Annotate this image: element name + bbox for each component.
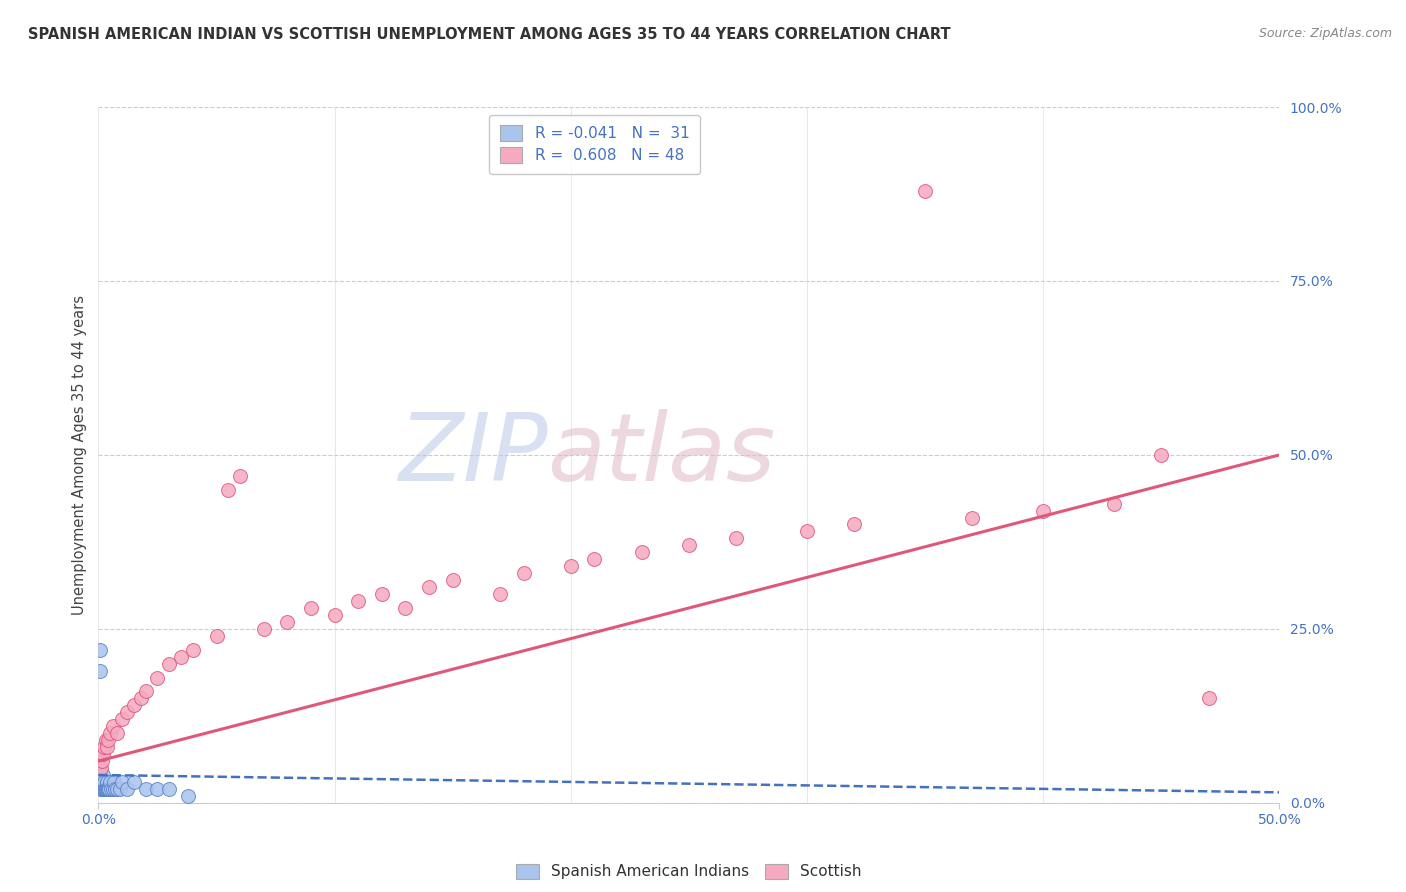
Point — [323, 607, 346, 622]
Point — [122, 698, 145, 713]
Point — [299, 601, 322, 615]
Point — [100, 781, 122, 796]
Point — [253, 622, 276, 636]
Point — [96, 775, 118, 789]
Point — [146, 671, 169, 685]
Point — [157, 781, 180, 796]
Point — [146, 781, 169, 796]
Point — [1032, 503, 1054, 517]
Point — [129, 691, 152, 706]
Point — [796, 524, 818, 539]
Point — [111, 775, 134, 789]
Point — [94, 781, 117, 796]
Point — [94, 733, 117, 747]
Point — [105, 781, 128, 796]
Point — [90, 781, 112, 796]
Point — [441, 573, 464, 587]
Point — [94, 781, 117, 796]
Point — [91, 775, 114, 789]
Point — [90, 761, 112, 775]
Point — [91, 754, 114, 768]
Point — [93, 781, 115, 796]
Text: Source: ZipAtlas.com: Source: ZipAtlas.com — [1258, 27, 1392, 40]
Point — [583, 552, 606, 566]
Point — [91, 781, 114, 796]
Point — [93, 740, 115, 755]
Point — [1150, 448, 1173, 462]
Point — [97, 733, 120, 747]
Point — [108, 781, 131, 796]
Point — [170, 649, 193, 664]
Legend: Spanish American Indians, Scottish: Spanish American Indians, Scottish — [510, 857, 868, 886]
Point — [91, 768, 114, 782]
Point — [89, 664, 111, 678]
Point — [96, 781, 118, 796]
Point — [96, 740, 118, 755]
Point — [630, 545, 652, 559]
Point — [98, 781, 121, 796]
Point — [181, 642, 204, 657]
Point — [914, 184, 936, 198]
Point — [103, 775, 125, 789]
Point — [104, 781, 127, 796]
Y-axis label: Unemployment Among Ages 35 to 44 years: Unemployment Among Ages 35 to 44 years — [72, 295, 87, 615]
Point — [560, 559, 582, 574]
Point — [962, 510, 984, 524]
Point — [90, 781, 112, 796]
Text: SPANISH AMERICAN INDIAN VS SCOTTISH UNEMPLOYMENT AMONG AGES 35 TO 44 YEARS CORRE: SPANISH AMERICAN INDIAN VS SCOTTISH UNEM… — [28, 27, 950, 42]
Point — [97, 781, 120, 796]
Point — [229, 468, 252, 483]
Point — [98, 726, 121, 740]
Point — [97, 781, 120, 796]
Point — [115, 781, 138, 796]
Point — [489, 587, 512, 601]
Point — [101, 781, 124, 796]
Point — [122, 775, 145, 789]
Point — [89, 761, 111, 775]
Point — [418, 580, 440, 594]
Point — [1198, 691, 1220, 706]
Point — [177, 789, 200, 803]
Point — [111, 712, 134, 726]
Point — [115, 706, 138, 720]
Point — [135, 781, 157, 796]
Point — [98, 775, 121, 789]
Point — [844, 517, 866, 532]
Point — [205, 629, 228, 643]
Text: atlas: atlas — [547, 409, 776, 500]
Point — [89, 775, 111, 789]
Point — [725, 532, 748, 546]
Point — [512, 566, 534, 581]
Point — [135, 684, 157, 698]
Point — [1102, 497, 1125, 511]
Point — [89, 642, 111, 657]
Point — [101, 719, 124, 733]
Point — [94, 781, 117, 796]
Point — [678, 538, 700, 552]
Point — [91, 747, 114, 761]
Point — [217, 483, 239, 497]
Point — [276, 615, 298, 629]
Point — [347, 594, 370, 608]
Point — [371, 587, 394, 601]
Point — [157, 657, 180, 671]
Point — [394, 601, 416, 615]
Point — [105, 726, 128, 740]
Text: ZIP: ZIP — [398, 409, 547, 500]
Point — [93, 775, 115, 789]
